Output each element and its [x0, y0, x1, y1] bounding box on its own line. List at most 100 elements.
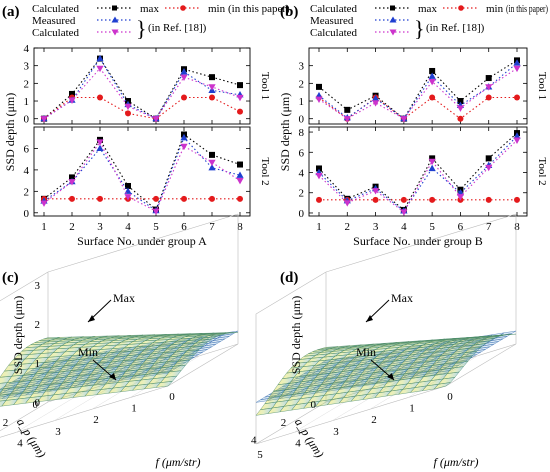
- x-tick-label: 4: [401, 221, 407, 233]
- data-point-calculated: [485, 84, 493, 91]
- data-point-measured: [428, 72, 436, 79]
- data-point-calculated: [428, 78, 436, 86]
- data-point-min: [316, 196, 322, 203]
- y-tick-label: 2: [24, 78, 30, 90]
- y-tick-label: 4: [299, 168, 305, 180]
- y-tick-label: 2: [281, 417, 287, 429]
- data-point-min: [485, 94, 492, 101]
- plot-frame: [308, 126, 528, 217]
- data-point-measured: [180, 133, 188, 141]
- legend-in-ref: (in Ref. [18]): [426, 22, 485, 34]
- data-point-calculated: [208, 159, 216, 167]
- data-point-max: [316, 165, 322, 172]
- x-tick-label: 7: [209, 221, 215, 233]
- data-point-calculated: [180, 74, 188, 81]
- data-point-min: [209, 94, 215, 101]
- x-tick-label: 8: [237, 221, 243, 233]
- data-point-calculated: [96, 139, 104, 146]
- data-point-min: [485, 196, 492, 203]
- panel-label-b: (b): [280, 4, 298, 20]
- legend-min-label: min: [486, 3, 504, 15]
- data-point-min: [400, 196, 407, 203]
- series-line-max: [43, 57, 241, 120]
- y-tick-label: 4: [251, 435, 257, 447]
- data-point-calculated: [96, 65, 104, 73]
- panel-label-c: (c): [2, 270, 19, 286]
- panel-label-a: (a): [2, 4, 20, 20]
- data-point-min: [97, 94, 103, 101]
- series-line-calculated: [43, 67, 241, 120]
- x-tick-label: 1: [316, 221, 322, 233]
- z-tick-label: 2: [35, 319, 41, 331]
- x-tick-label: 2: [371, 414, 377, 426]
- x-tick-label: 6: [181, 221, 187, 233]
- x-tick-label: 1: [409, 403, 415, 415]
- surface-max-cell: [433, 382, 452, 390]
- legend-calc-ref-marker: [111, 29, 119, 36]
- x-axis-label: f (μm/str): [155, 455, 200, 469]
- annotation-min: Min: [78, 345, 98, 359]
- data-point-min: [209, 195, 215, 202]
- data-point-max: [69, 174, 75, 181]
- subplot-label: Tool 1: [259, 72, 271, 100]
- x-tick-label: 3: [333, 426, 339, 438]
- data-point-measured: [236, 171, 244, 178]
- data-point-max: [125, 182, 131, 189]
- subplot-label: Tool 2: [536, 157, 548, 185]
- x-tick-label: 3: [55, 426, 61, 438]
- data-point-calculated: [428, 158, 436, 166]
- y-tick-label: 4: [24, 43, 30, 55]
- data-point-min: [153, 195, 159, 202]
- legend-in-ref: (in Ref. [18]): [148, 22, 207, 34]
- data-point-min: [514, 94, 520, 101]
- legend-min-marker: [180, 5, 186, 11]
- y-tick-label: 2: [3, 417, 9, 429]
- data-point-measured: [208, 163, 216, 171]
- z-axis-label: SSD depth (μm): [11, 296, 25, 374]
- data-point-calculated: [236, 94, 244, 102]
- y-tick-label: 0: [24, 114, 30, 126]
- y-axis-label: SSD depth (μm): [278, 93, 292, 171]
- data-point-min: [237, 108, 243, 115]
- y-tick-label: 6: [24, 143, 30, 155]
- x-axis-label: f (μm/str): [433, 455, 478, 469]
- x-tick-label: 7: [486, 221, 492, 233]
- data-point-calculated: [208, 84, 216, 91]
- y-tick-label: 0: [299, 208, 305, 220]
- annotation-min-arrowhead: [387, 373, 394, 380]
- y-tick-label: 0: [33, 399, 39, 411]
- data-point-calculated: [456, 194, 465, 201]
- x-tick-label: 3: [373, 221, 379, 233]
- legend-b: Calculated Measured Calculated max min (…: [310, 3, 548, 41]
- x-tick-label: 5: [153, 221, 159, 233]
- series-line-measured: [43, 136, 241, 212]
- data-point-min: [372, 196, 379, 203]
- data-point-min: [69, 195, 75, 202]
- annotation-min: Min: [356, 345, 376, 359]
- data-point-min: [181, 195, 187, 202]
- data-point-calculated: [152, 116, 160, 123]
- data-point-calculated: [315, 172, 323, 180]
- y-tick-label: 0: [311, 399, 317, 411]
- legend-min-marker: [458, 5, 464, 11]
- data-point-max: [457, 98, 464, 105]
- data-point-measured: [371, 94, 380, 101]
- legend-measured-label: Measured: [32, 15, 76, 27]
- z-tick-label: 0: [35, 397, 41, 409]
- x-tick-label: 1: [131, 403, 137, 415]
- panel-label-d: (d): [280, 270, 298, 286]
- data-point-min: [429, 196, 436, 203]
- x-tick-label: 6: [458, 221, 464, 233]
- y-tick-label: 0: [299, 114, 305, 126]
- data-point-measured: [513, 59, 521, 66]
- legend-max-marker: [390, 5, 395, 11]
- legend-max-label: max: [418, 3, 437, 15]
- legend-measured-marker: [111, 16, 119, 23]
- x-axis-label: Surface No. under group A: [77, 234, 207, 248]
- x-tick-label: 5: [257, 449, 263, 461]
- data-point-measured: [180, 68, 188, 75]
- data-point-calculated: [485, 164, 493, 172]
- plot-frame: [33, 47, 251, 125]
